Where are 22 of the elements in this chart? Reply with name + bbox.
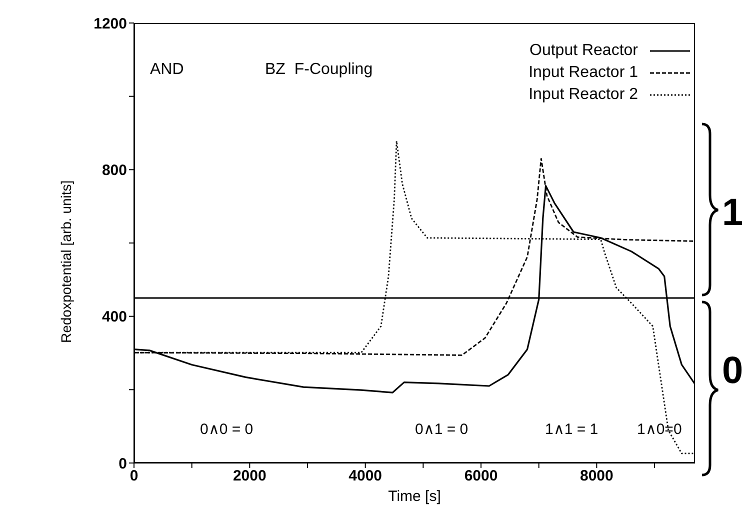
y-axis-title: Redoxpotential [arb. units] <box>58 180 74 343</box>
x-axis-title: Time [s] <box>388 488 441 505</box>
annotation: BZ F-Coupling <box>265 61 373 78</box>
x-tick-label: 2000 <box>232 468 266 485</box>
y-tick-label: 1200 <box>94 15 127 32</box>
x-tick-label: 8000 <box>580 468 614 485</box>
annotation: AND <box>150 61 184 78</box>
x-tick-label: 0 <box>130 468 138 485</box>
annotation: 0∧1 = 0 <box>415 421 468 438</box>
text: 1 <box>722 192 742 234</box>
x-tick-label: 6000 <box>464 468 498 485</box>
text: 0 <box>722 350 742 392</box>
annotation: 1∧0=0 <box>637 421 682 438</box>
legend-label: Input Reactor 1 <box>528 63 638 83</box>
y-tick-label: 400 <box>102 308 127 326</box>
y-tick-label: 800 <box>102 162 127 179</box>
legend-label: Output Reactor <box>530 41 638 61</box>
annotation: 1∧1 = 1 <box>545 421 598 438</box>
legend-label: Input Reactor 2 <box>528 85 638 105</box>
annotation: 0∧0 = 0 <box>200 421 254 438</box>
x-tick-label: 4000 <box>348 468 382 485</box>
y-tick-label: 0 <box>118 455 127 472</box>
